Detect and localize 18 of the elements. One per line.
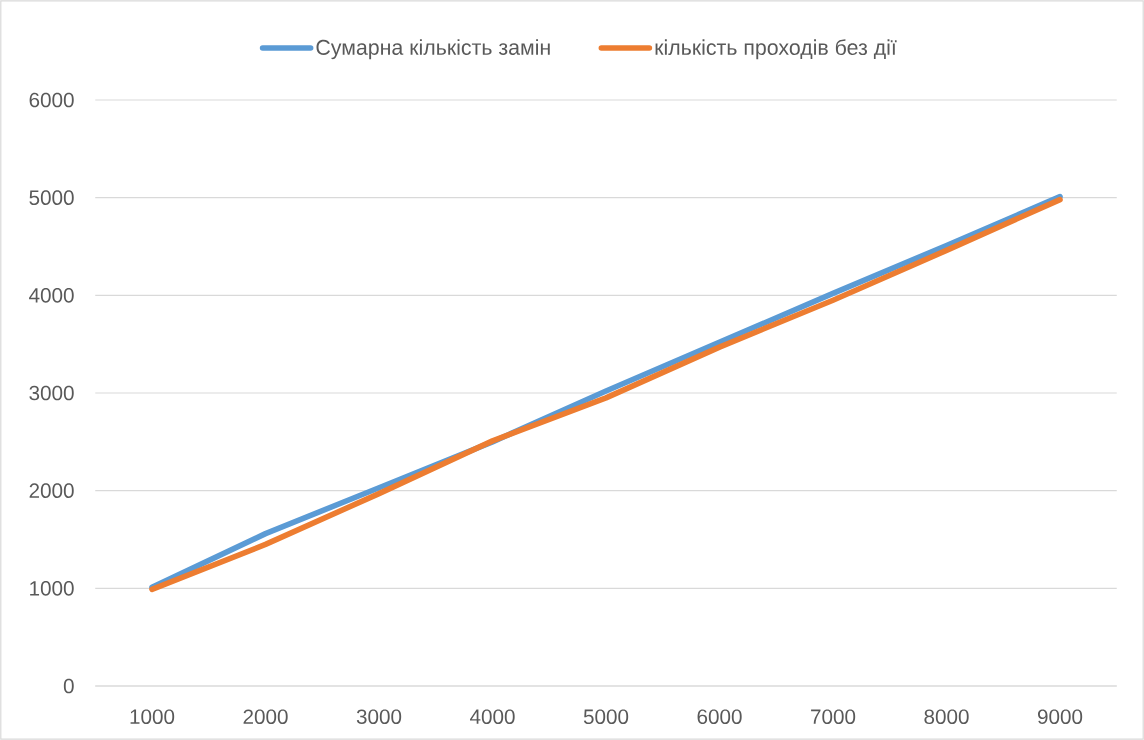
y-tick-label: 3000 (29, 385, 74, 401)
x-tick-label: 8000 (924, 709, 969, 725)
y-tick-label: 0 (63, 678, 74, 694)
x-tick-label: 3000 (356, 709, 402, 725)
legend-label: кількість проходів без дії (655, 39, 897, 60)
x-tick-label: 5000 (583, 709, 629, 725)
x-tick-label: 4000 (470, 709, 515, 725)
x-tick-label: 1000 (130, 709, 175, 725)
x-tick-label: 9000 (1037, 709, 1083, 725)
x-tick-label: 7000 (811, 709, 856, 725)
legend-label: Сумарна кількість замін (316, 39, 550, 60)
y-tick-label: 6000 (29, 92, 74, 108)
y-tick-label: 5000 (29, 190, 74, 205)
x-tick-label: 2000 (243, 709, 288, 725)
y-tick-label: 2000 (29, 483, 74, 498)
y-tick-label: 1000 (30, 581, 74, 596)
y-tick-label: 4000 (29, 288, 74, 303)
x-tick-label: 6000 (697, 709, 742, 725)
